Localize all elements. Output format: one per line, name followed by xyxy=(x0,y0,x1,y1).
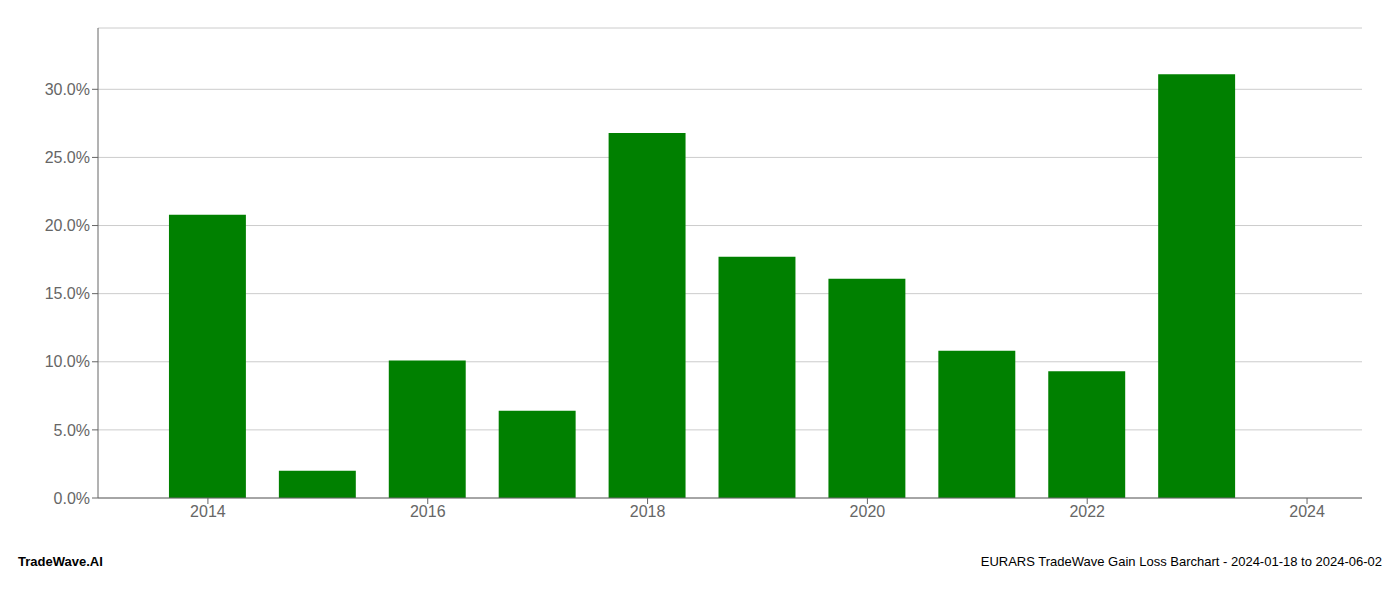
svg-text:15.0%: 15.0% xyxy=(45,285,90,302)
html-text:TradeWave.AI: TradeWave.AI xyxy=(18,554,103,569)
svg-text:10.0%: 10.0% xyxy=(45,353,90,370)
svg-text:2014: 2014 xyxy=(190,503,226,520)
svg-text:2018: 2018 xyxy=(630,503,666,520)
svg-text:2022: 2022 xyxy=(1069,503,1105,520)
svg-text:25.0%: 25.0% xyxy=(45,149,90,166)
svg-text:2024: 2024 xyxy=(1289,503,1325,520)
svg-text:2020: 2020 xyxy=(850,503,886,520)
svg-text:0.0%: 0.0% xyxy=(54,490,90,507)
html-text:EURARS TradeWave Gain Loss Bar: EURARS TradeWave Gain Loss Barchart - 20… xyxy=(980,554,1382,569)
svg-text:30.0%: 30.0% xyxy=(45,81,90,98)
svg-text:20.0%: 20.0% xyxy=(45,217,90,234)
svg-text:2016: 2016 xyxy=(410,503,446,520)
svg-text:5.0%: 5.0% xyxy=(54,422,90,439)
